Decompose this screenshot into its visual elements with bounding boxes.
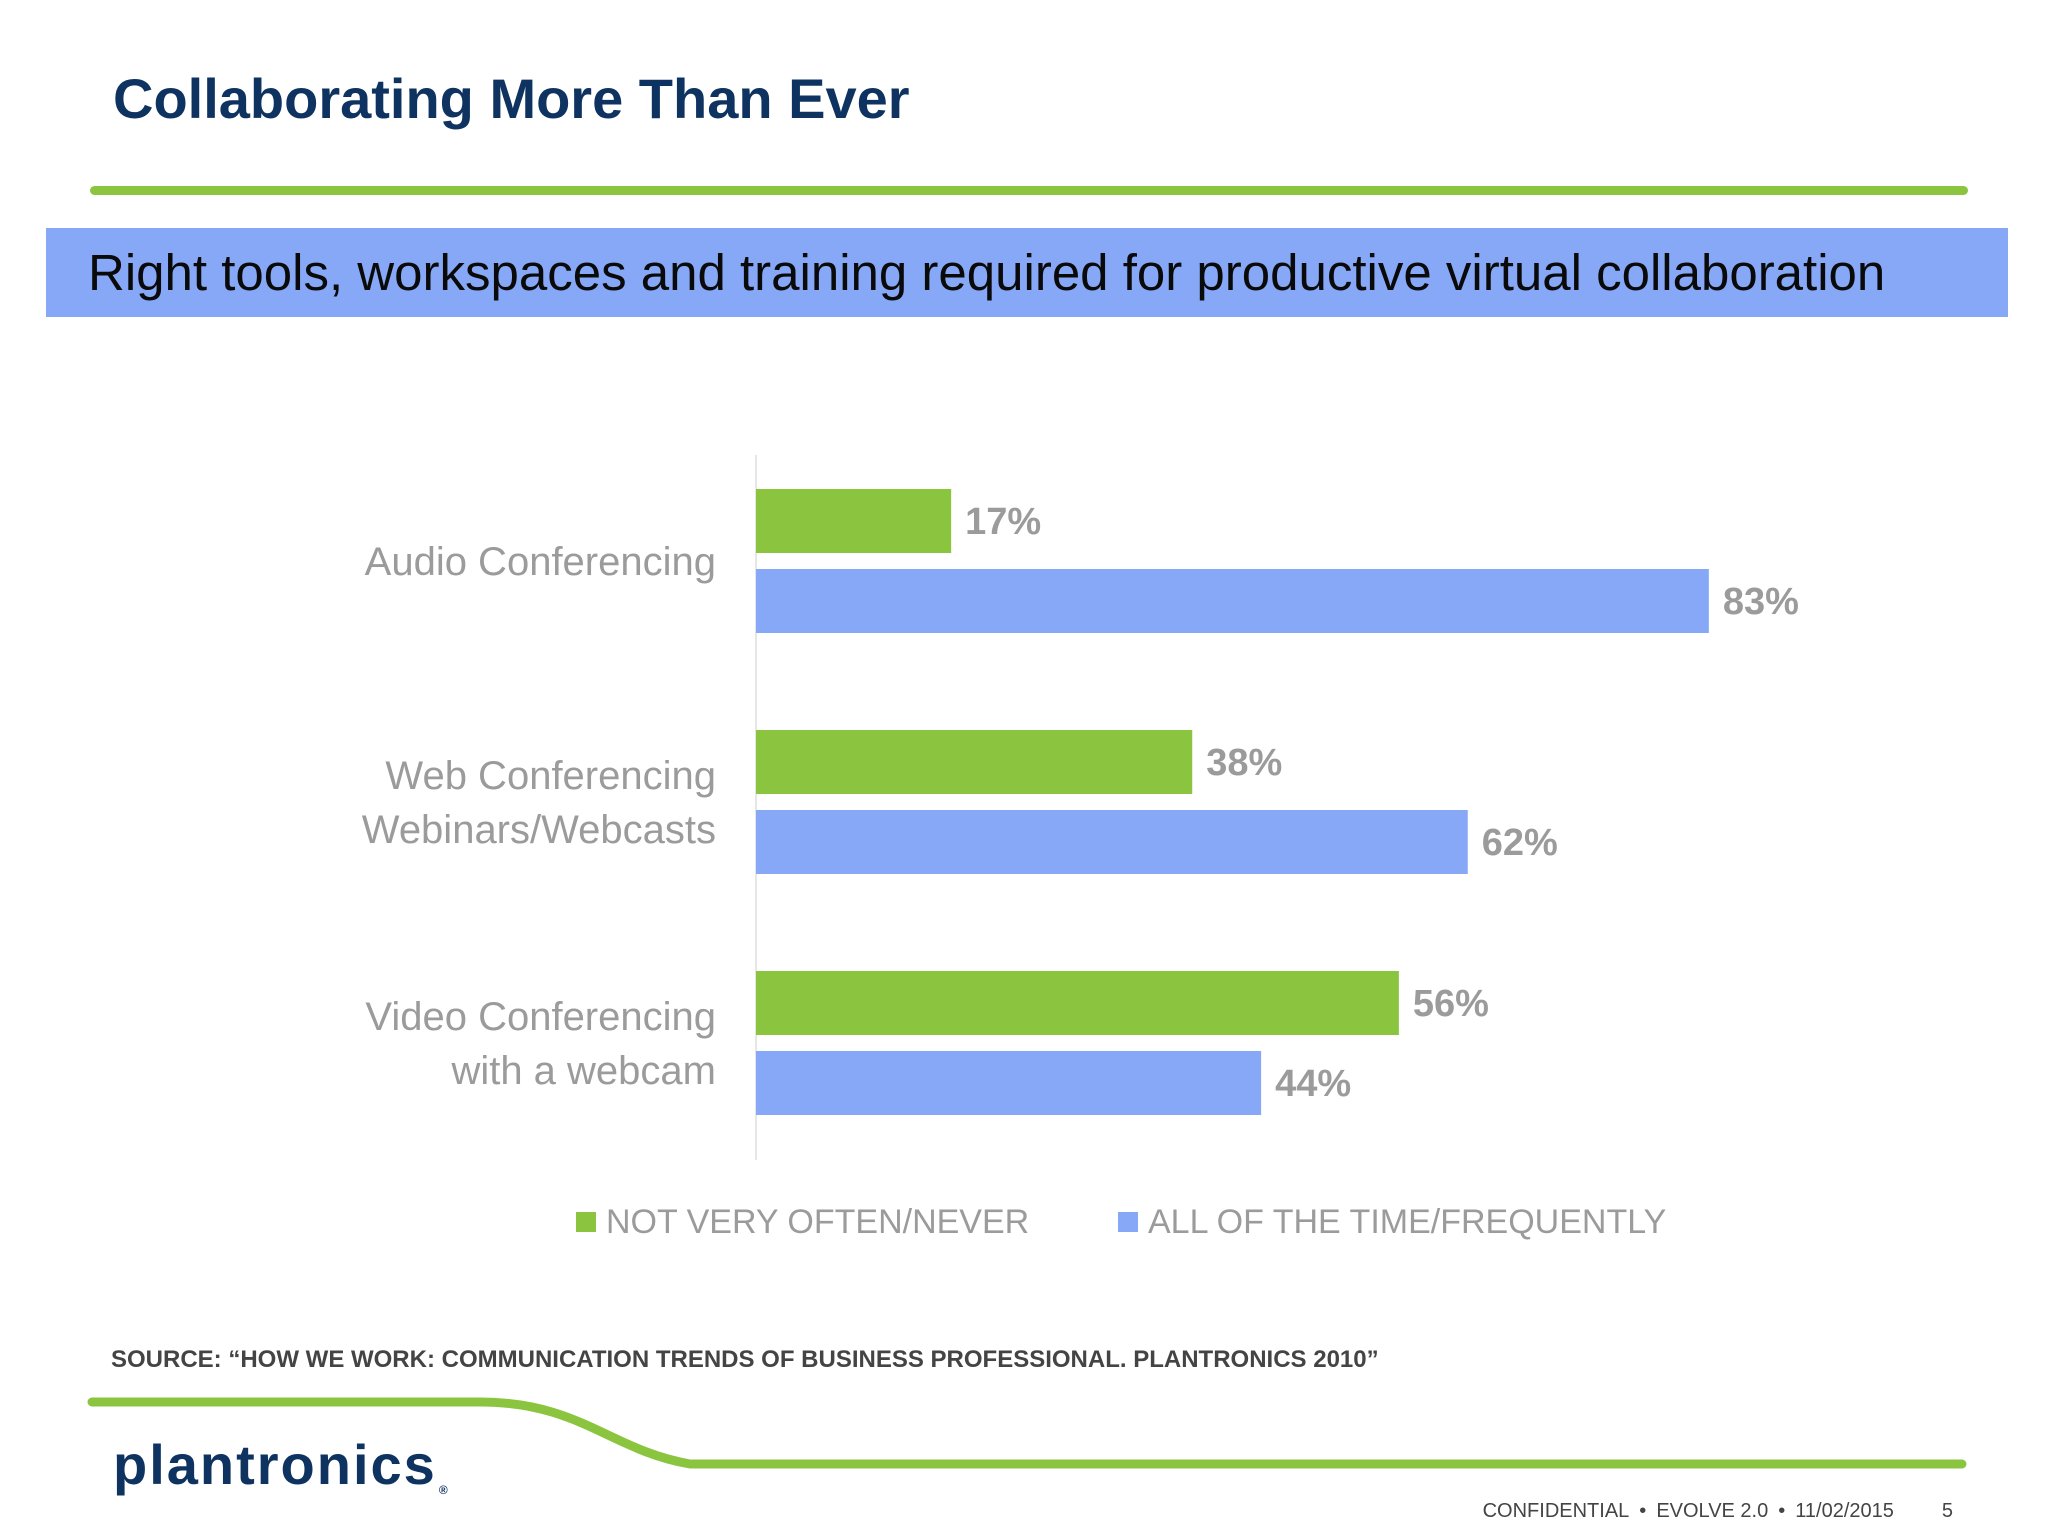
legend-swatch (1118, 1212, 1138, 1232)
footer-product: EVOLVE 2.0 (1656, 1500, 1769, 1522)
footer-date: 11/02/2015 (1795, 1500, 1894, 1522)
footer-separator: • (1639, 1500, 1647, 1522)
category-label: Video Conferencing (365, 995, 716, 1039)
category-label: Audio Conferencing (365, 540, 716, 584)
data-label: 38% (1206, 742, 1282, 784)
banner: Right tools, workspaces and training req… (46, 228, 2008, 317)
bar-all-of-the-time-2 (756, 1051, 1262, 1115)
data-label: 17% (965, 501, 1041, 543)
category-label: with a webcam (450, 1049, 716, 1093)
footer: CONFIDENTIAL • EVOLVE 2.0 • 11/02/2015 5 (1483, 1500, 1953, 1523)
registered-mark: ® (438, 1483, 450, 1497)
bar-all-of-the-time-0 (756, 569, 1709, 633)
data-label: 56% (1413, 983, 1489, 1025)
footer-separator: • (1778, 1500, 1786, 1522)
legend-label: NOT VERY OFTEN/NEVER (606, 1203, 1029, 1241)
footer-confidential: CONFIDENTIAL (1482, 1500, 1630, 1522)
data-label: 83% (1723, 581, 1799, 623)
top-divider (90, 186, 1968, 195)
bar-chart: 17% 83% Audio Conferencing 38% 62% Web Confer… (362, 455, 1799, 1241)
category-label: Web Conferencing (385, 754, 716, 798)
legend-label: ALL OF THE TIME/FREQUENTLY (1148, 1203, 1666, 1241)
legend-swatch (576, 1212, 596, 1232)
bar-not-very-often-1 (756, 730, 1193, 794)
category-label: Webinars/Webcasts (362, 808, 716, 852)
data-label: 62% (1482, 822, 1558, 864)
source-note: SOURCE: “HOW WE WORK: COMMUNICATION TREN… (111, 1346, 1379, 1373)
data-label: 44% (1275, 1063, 1351, 1105)
banner-text: Right tools, workspaces and training req… (88, 244, 1886, 301)
bar-not-very-often-2 (756, 971, 1399, 1035)
logo-text: plantronics (113, 1433, 437, 1496)
plantronics-logo: plantronics ® (113, 1432, 450, 1497)
bar-all-of-the-time-1 (756, 810, 1468, 874)
slide-title: Collaborating More Than Ever (113, 67, 910, 130)
page-number: 5 (1941, 1500, 1953, 1522)
bar-not-very-often-0 (756, 489, 952, 553)
